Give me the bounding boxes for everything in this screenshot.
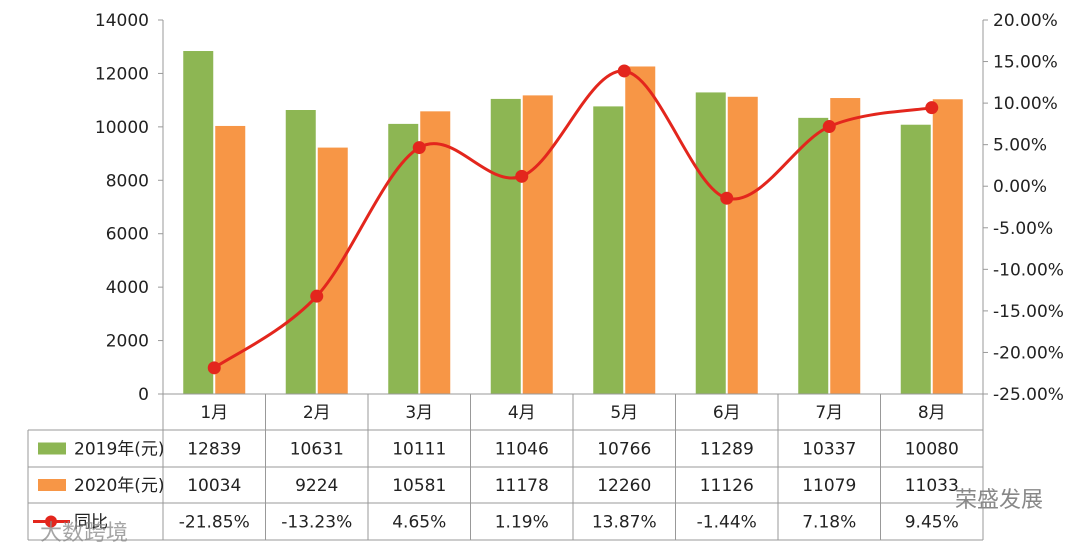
watermark-right: 荣盛发展 bbox=[955, 488, 1043, 513]
bar-2020 bbox=[727, 96, 758, 394]
data-label: -1.44% bbox=[697, 513, 757, 533]
y2-tick-label: 15.00% bbox=[993, 53, 1058, 73]
data-label: 11079 bbox=[802, 476, 856, 496]
data-label: 10034 bbox=[187, 476, 241, 496]
yoy-point bbox=[720, 191, 734, 205]
data-label: 10111 bbox=[392, 440, 446, 460]
bar-2019 bbox=[285, 110, 316, 394]
yoy-point bbox=[925, 101, 939, 115]
x-tick-label: 5月 bbox=[610, 403, 638, 423]
data-label: 9224 bbox=[295, 476, 338, 496]
legend-label-2: 同比 bbox=[74, 513, 108, 533]
x-tick-label: 7月 bbox=[815, 403, 843, 423]
y-tick-label: 6000 bbox=[106, 225, 149, 245]
legend-label-0: 2019年(元) bbox=[74, 440, 165, 460]
bar-2019 bbox=[695, 92, 726, 395]
data-label: 11033 bbox=[905, 476, 959, 496]
yoy-point bbox=[515, 169, 529, 183]
data-table: 1月 2月 3月 4月 5月 6月 7月 8月 2019年(元) 12839 10631 10111 1… bbox=[27, 393, 984, 541]
y-tick-label: 12000 bbox=[95, 64, 149, 84]
bar-2019 bbox=[798, 117, 829, 394]
y2-tick-label: 0.00% bbox=[993, 177, 1047, 197]
legend-key-1 bbox=[38, 479, 66, 491]
y-tick-label: 8000 bbox=[106, 171, 149, 191]
data-label: 10631 bbox=[290, 440, 344, 460]
y-tick-label: 2000 bbox=[106, 332, 149, 352]
y-tick-label: 4000 bbox=[106, 278, 149, 298]
bar-2020 bbox=[420, 111, 451, 394]
yoy-point bbox=[822, 120, 836, 134]
data-label: 11126 bbox=[700, 476, 754, 496]
bar-2020 bbox=[625, 66, 656, 395]
legend-key-marker bbox=[45, 515, 57, 528]
data-label: 1.19% bbox=[495, 513, 549, 533]
x-tick-label: 1月 bbox=[200, 403, 228, 423]
data-label: 11289 bbox=[700, 440, 754, 460]
y2-tick-label: -10.00% bbox=[993, 260, 1064, 280]
yoy-point bbox=[207, 361, 221, 375]
bar-2019 bbox=[490, 98, 521, 394]
y2-tick-label: 20.00% bbox=[993, 11, 1058, 31]
y2-tick-label: -5.00% bbox=[993, 219, 1053, 239]
data-label: 13.87% bbox=[592, 513, 657, 533]
bar-2019 bbox=[183, 51, 214, 394]
x-tick-label: 6月 bbox=[713, 403, 741, 423]
x-tick-label: 3月 bbox=[405, 403, 433, 423]
bar-2019 bbox=[593, 106, 624, 395]
y-tick-label: 0 bbox=[138, 385, 149, 405]
data-label: 11046 bbox=[495, 440, 549, 460]
bar-2020 bbox=[522, 95, 553, 395]
y-tick-label: 10000 bbox=[95, 118, 149, 138]
bars bbox=[183, 51, 963, 395]
data-label: 10766 bbox=[597, 440, 651, 460]
data-label: 10581 bbox=[392, 476, 446, 496]
data-label: -21.85% bbox=[179, 513, 250, 533]
x-tick-label: 2月 bbox=[303, 403, 331, 423]
y2-tick-label: -25.00% bbox=[993, 385, 1064, 405]
data-label: 9.45% bbox=[905, 513, 959, 533]
watermark-left: 大数跨境 bbox=[40, 521, 128, 546]
bar-2020 bbox=[215, 125, 246, 395]
yoy-line bbox=[207, 64, 939, 375]
y2-tick-label: -15.00% bbox=[993, 302, 1064, 322]
data-label: 12839 bbox=[187, 440, 241, 460]
legend-key-0 bbox=[38, 442, 66, 455]
data-label: 4.65% bbox=[392, 513, 446, 533]
yoy-point bbox=[617, 64, 631, 78]
y2-tick-label: 5.00% bbox=[993, 136, 1047, 156]
x-tick-label: 4月 bbox=[508, 403, 536, 423]
axes: 0 2000 4000 6000 8000 10000 12000 14000 -25.00% -… bbox=[95, 11, 1064, 405]
y2-tick-label: 10.00% bbox=[993, 94, 1058, 114]
yoy-point bbox=[310, 289, 324, 303]
y-tick-label: 14000 bbox=[95, 11, 149, 31]
bar-2019 bbox=[388, 123, 419, 395]
yoy-line-path bbox=[213, 69, 933, 370]
bar-2020 bbox=[317, 147, 348, 394]
x-tick-label: 8月 bbox=[918, 403, 946, 423]
bar-2019 bbox=[900, 124, 931, 394]
y2-tick-label: -20.00% bbox=[993, 343, 1064, 363]
data-label: 10337 bbox=[802, 440, 856, 460]
data-label: 10080 bbox=[905, 440, 959, 460]
yoy-point bbox=[412, 141, 426, 155]
legend-label-1: 2020年(元) bbox=[74, 476, 165, 496]
data-label: -13.23% bbox=[281, 513, 352, 533]
bar-2020 bbox=[932, 99, 963, 394]
data-label: 12260 bbox=[597, 476, 651, 496]
data-label: 11178 bbox=[495, 476, 549, 496]
bar-2020 bbox=[830, 98, 861, 395]
data-label: 7.18% bbox=[802, 513, 856, 533]
